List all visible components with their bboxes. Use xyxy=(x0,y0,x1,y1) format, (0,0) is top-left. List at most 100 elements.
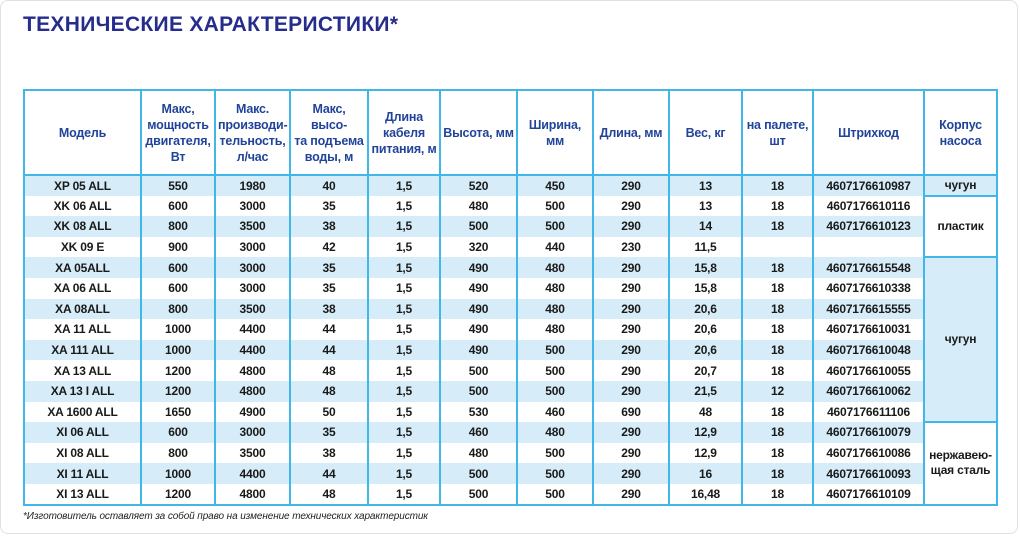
model-cell: XA 06 ALL xyxy=(23,277,142,299)
barcode-cell: 4607176610987 xyxy=(812,175,925,196)
column-header-max-capacity: Макс. производи- тельность, л/час xyxy=(214,89,291,176)
height-mm-cell: 490 xyxy=(439,339,518,361)
height-mm-cell: 460 xyxy=(439,422,518,443)
length-mm-cell: 690 xyxy=(592,401,670,423)
length-mm-cell: 290 xyxy=(592,319,670,340)
power-w-cell: 900 xyxy=(140,236,216,258)
cable-m-cell: 1,5 xyxy=(367,277,441,299)
barcode-cell: 4607176610338 xyxy=(812,277,925,299)
barcode-cell: 4607176615548 xyxy=(812,257,925,278)
table-row: XA 11 ALL 1000 4400 44 1,5 490 480 290 20,6 18 460… xyxy=(23,319,997,340)
pallet-qty-cell: 18 xyxy=(741,257,814,278)
weight-kg-cell: 13 xyxy=(668,195,743,217)
model-cell: XP 05 ALL xyxy=(23,175,142,196)
barcode-cell: 4607176610086 xyxy=(812,442,925,464)
column-header-model: Модель xyxy=(23,89,142,176)
width-mm-cell: 480 xyxy=(516,257,594,278)
height-mm-cell: 490 xyxy=(439,277,518,299)
height-mm-cell: 320 xyxy=(439,236,518,258)
lift-m-cell: 42 xyxy=(289,236,369,258)
barcode-cell: 4607176610093 xyxy=(812,463,925,484)
power-w-cell: 800 xyxy=(140,216,216,237)
column-header-barcode: Штрихкод xyxy=(812,89,925,176)
weight-kg-cell: 16 xyxy=(668,463,743,484)
capacity-lh-cell: 3500 xyxy=(214,442,291,464)
table-row: XK 08 ALL 800 3500 38 1,5 500 500 290 14 18 460717… xyxy=(23,216,997,237)
column-header-cable-length: Длина кабеля питания, м xyxy=(367,89,441,176)
table-row: XA 13 I ALL 1200 4800 48 1,5 500 500 290 21,5 12 4… xyxy=(23,380,997,402)
width-mm-cell: 500 xyxy=(516,339,594,361)
pallet-qty-cell: 18 xyxy=(741,442,814,464)
lift-m-cell: 44 xyxy=(289,339,369,361)
power-w-cell: 1000 xyxy=(140,339,216,361)
height-mm-cell: 500 xyxy=(439,216,518,237)
power-w-cell: 1650 xyxy=(140,401,216,423)
pallet-qty-cell: 18 xyxy=(741,422,814,443)
power-w-cell: 800 xyxy=(140,298,216,320)
lift-m-cell: 48 xyxy=(289,483,369,506)
model-cell: XK 06 ALL xyxy=(23,195,142,217)
barcode-cell: 4607176610062 xyxy=(812,380,925,402)
width-mm-cell: 500 xyxy=(516,195,594,217)
height-mm-cell: 530 xyxy=(439,401,518,423)
weight-kg-cell: 20,7 xyxy=(668,360,743,381)
weight-kg-cell: 13 xyxy=(668,175,743,196)
height-mm-cell: 520 xyxy=(439,175,518,196)
column-header-height: Высота, мм xyxy=(439,89,518,176)
cable-m-cell: 1,5 xyxy=(367,339,441,361)
pallet-qty-cell: 18 xyxy=(741,195,814,217)
cable-m-cell: 1,5 xyxy=(367,401,441,423)
pallet-qty-cell: 18 xyxy=(741,483,814,506)
capacity-lh-cell: 3000 xyxy=(214,277,291,299)
model-cell: XA 08ALL xyxy=(23,298,142,320)
model-cell: XK 08 ALL xyxy=(23,216,142,237)
table-row: XA 1600 ALL 1650 4900 50 1,5 530 460 690 48 18 460… xyxy=(23,401,997,423)
weight-kg-cell: 12,9 xyxy=(668,442,743,464)
weight-kg-cell: 11,5 xyxy=(668,236,743,258)
pallet-qty-cell: 18 xyxy=(741,175,814,196)
column-header-pump-body: Корпус насоса xyxy=(923,89,998,176)
pallet-qty-cell: 12 xyxy=(741,380,814,402)
width-mm-cell: 480 xyxy=(516,422,594,443)
height-mm-cell: 500 xyxy=(439,380,518,402)
model-cell: XK 09 E xyxy=(23,236,142,258)
barcode-cell: 4607176611106 xyxy=(812,401,925,423)
length-mm-cell: 290 xyxy=(592,257,670,278)
table-row: XK 09 E 900 3000 42 1,5 320 440 230 11,5 xyxy=(23,236,997,258)
table-row: XA 13 ALL 1200 4800 48 1,5 500 500 290 20,7 18 460… xyxy=(23,360,997,381)
cable-m-cell: 1,5 xyxy=(367,175,441,196)
length-mm-cell: 290 xyxy=(592,175,670,196)
capacity-lh-cell: 4400 xyxy=(214,339,291,361)
power-w-cell: 1200 xyxy=(140,360,216,381)
width-mm-cell: 500 xyxy=(516,463,594,484)
pallet-qty-cell: 18 xyxy=(741,463,814,484)
weight-kg-cell: 16,48 xyxy=(668,483,743,506)
barcode-cell: 4607176610031 xyxy=(812,319,925,340)
barcode-cell xyxy=(812,236,925,258)
cable-m-cell: 1,5 xyxy=(367,236,441,258)
cable-m-cell: 1,5 xyxy=(367,380,441,402)
cable-m-cell: 1,5 xyxy=(367,298,441,320)
capacity-lh-cell: 4900 xyxy=(214,401,291,423)
cable-m-cell: 1,5 xyxy=(367,195,441,217)
power-w-cell: 1200 xyxy=(140,380,216,402)
model-cell: XI 11 ALL xyxy=(23,463,142,484)
width-mm-cell: 460 xyxy=(516,401,594,423)
model-cell: XA 111 ALL xyxy=(23,339,142,361)
model-cell: XI 06 ALL xyxy=(23,422,142,443)
column-header-width: Ширина, мм xyxy=(516,89,594,176)
model-cell: XA 05ALL xyxy=(23,257,142,278)
table-row: XI 06 ALL 600 3000 35 1,5 460 480 290 12,9 18 4607… xyxy=(23,421,998,506)
lift-m-cell: 44 xyxy=(289,463,369,484)
length-mm-cell: 290 xyxy=(592,360,670,381)
table-row: XI 13 ALL 1200 4800 48 1,5 500 500 290 16,48 18 46… xyxy=(23,483,997,506)
table-row: XP 05 ALL 550 1980 40 1,5 520 450 290 13 18 460717… xyxy=(23,174,998,197)
capacity-lh-cell: 3500 xyxy=(214,298,291,320)
lift-m-cell: 50 xyxy=(289,401,369,423)
capacity-lh-cell: 3000 xyxy=(214,422,291,443)
length-mm-cell: 290 xyxy=(592,463,670,484)
weight-kg-cell: 20,6 xyxy=(668,298,743,320)
model-cell: XI 08 ALL xyxy=(23,442,142,464)
barcode-cell: 4607176610116 xyxy=(812,195,925,217)
pump-body-cell: пластик xyxy=(923,194,998,259)
